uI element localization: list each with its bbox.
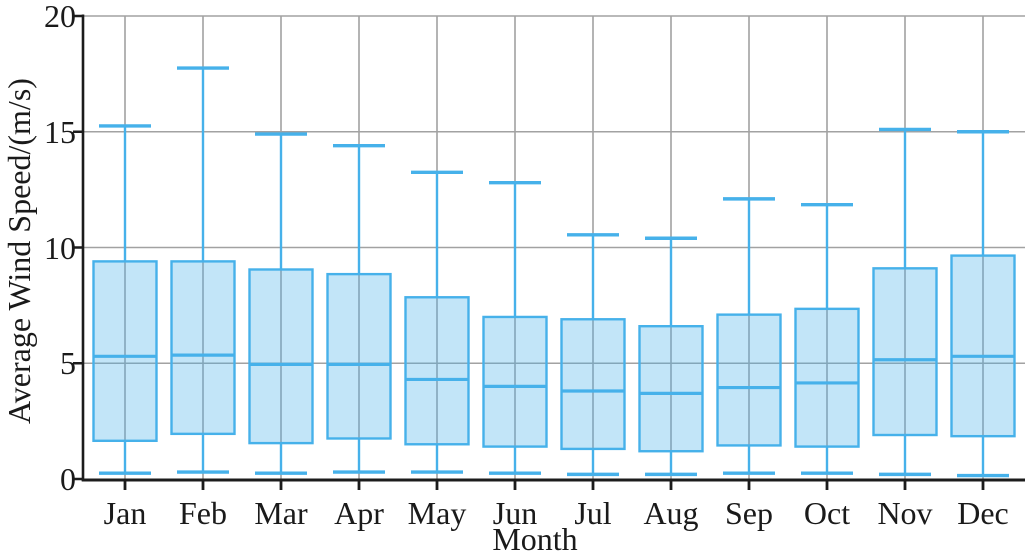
y-tick-0 xyxy=(73,477,83,481)
x-tick-may xyxy=(435,481,439,490)
x-tick-jul xyxy=(591,481,595,490)
x-tick-label-dec: Dec xyxy=(957,495,1009,531)
x-tick-oct xyxy=(825,481,829,490)
x-tick-label-oct: Oct xyxy=(803,495,851,531)
box-nov xyxy=(872,267,938,437)
x-axis-title: Month xyxy=(492,521,578,557)
x-tick-feb xyxy=(201,481,205,490)
x-tick-label-jan: Jan xyxy=(103,495,147,531)
x-tick-label-may: May xyxy=(407,495,467,531)
y-tick-label-10: 10 xyxy=(44,229,76,266)
box-mar xyxy=(248,268,314,445)
box-jan xyxy=(92,260,158,443)
box-feb xyxy=(170,260,236,436)
box-jun xyxy=(482,315,548,448)
box-sep xyxy=(716,313,782,447)
y-tick-10 xyxy=(73,246,83,249)
box-apr xyxy=(326,272,392,440)
x-tick-label-jun: Jun xyxy=(492,495,538,531)
y-tick-5 xyxy=(73,362,83,365)
x-tick-label-jul: Jul xyxy=(574,495,612,531)
x-tick-label-sep: Sep xyxy=(725,495,773,531)
y-tick-15 xyxy=(73,130,83,133)
x-tick-label-aug: Aug xyxy=(643,495,699,531)
x-tick-apr xyxy=(357,481,361,490)
x-axis-spine xyxy=(81,478,1025,482)
x-tick-dec xyxy=(981,481,985,490)
x-tick-jan xyxy=(123,481,127,490)
y-tick-20 xyxy=(73,14,83,18)
y-tick-label-0: 0 xyxy=(60,461,76,497)
x-tick-label-feb: Feb xyxy=(179,495,227,531)
y-tick-label-15: 15 xyxy=(44,113,76,150)
box-oct xyxy=(794,307,860,448)
box-may xyxy=(404,296,470,446)
x-tick-jun xyxy=(513,481,517,490)
x-tick-sep xyxy=(747,481,751,490)
x-tick-label-mar: Mar xyxy=(254,495,308,531)
y-tick-label-5: 5 xyxy=(60,345,76,382)
box-jul xyxy=(560,318,626,451)
x-tick-aug xyxy=(669,481,673,490)
x-tick-label-apr: Apr xyxy=(334,495,384,531)
x-tick-label-nov: Nov xyxy=(877,495,933,531)
x-tick-nov xyxy=(903,481,907,490)
x-tick-mar xyxy=(279,481,283,490)
box-dec xyxy=(950,254,1016,438)
box-aug xyxy=(638,325,704,453)
y-tick-label-20: 20 xyxy=(44,0,76,34)
